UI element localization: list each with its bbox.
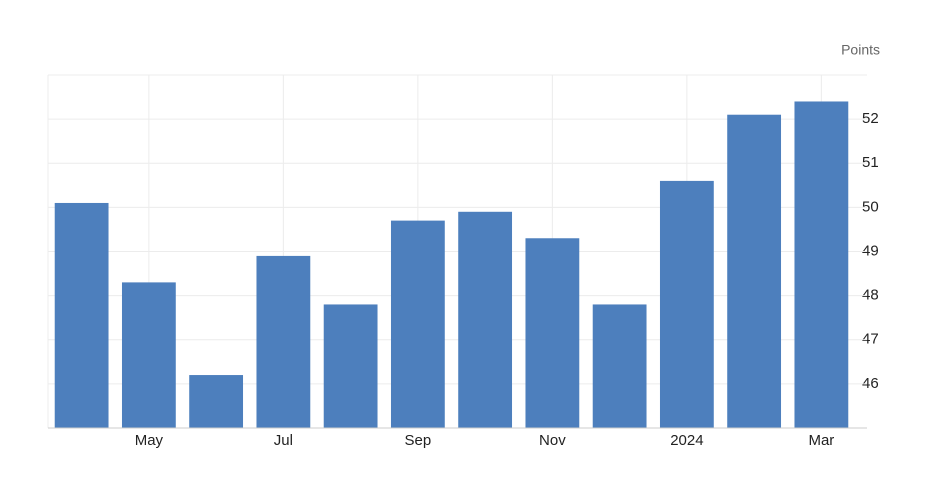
bar: [592, 304, 647, 428]
y-tick-label: 48: [862, 287, 879, 304]
bar: [390, 220, 445, 428]
bar: [256, 255, 311, 428]
bar: [121, 282, 176, 428]
y-tick-label: 47: [862, 331, 879, 348]
bar: [659, 180, 714, 428]
x-tick-label: Nov: [539, 432, 566, 449]
y-tick-label: 51: [862, 154, 879, 171]
bar: [727, 114, 782, 429]
bar: [54, 202, 109, 428]
y-tick-label: 49: [862, 242, 879, 259]
x-tick-label: Mar: [808, 432, 834, 449]
x-tick-label: Sep: [405, 432, 432, 449]
bar: [525, 238, 580, 428]
y-axis-unit: Points: [841, 42, 880, 58]
bar: [458, 211, 513, 428]
bar: [794, 101, 849, 428]
x-tick-label: 2024: [670, 432, 703, 449]
bar: [323, 304, 378, 428]
y-tick-label: 52: [862, 110, 879, 127]
x-tick-label: Jul: [274, 432, 293, 449]
y-tick-label: 46: [862, 375, 879, 392]
x-tick-label: May: [135, 432, 164, 449]
y-tick-label: 50: [862, 198, 879, 215]
bar: [189, 375, 244, 428]
